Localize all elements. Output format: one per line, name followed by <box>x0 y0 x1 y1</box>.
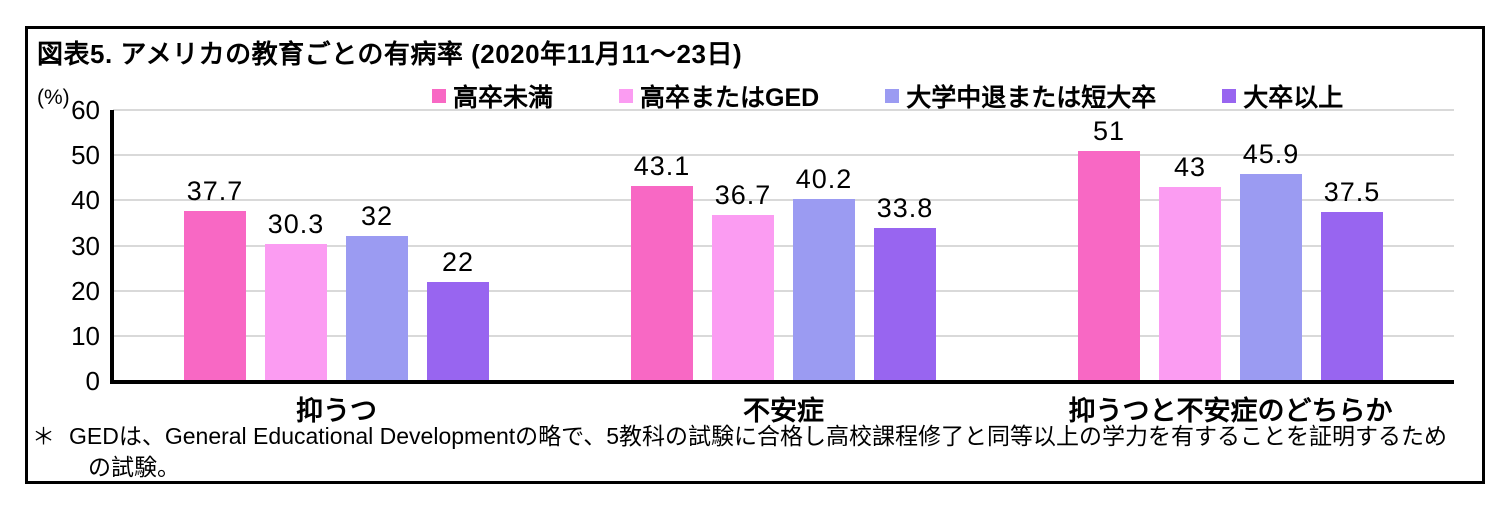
bar-column-s1-c2: 43.1 <box>631 110 693 381</box>
x-axis-category-labels: 抑うつ 不安症 抑うつと不安症のどちらか <box>113 389 1454 426</box>
bar-group-1: 37.7 30.3 32 22 <box>113 110 560 381</box>
legend-item-1: 高卒未満 <box>432 78 553 114</box>
y-tick-label-20: 20 <box>71 275 100 306</box>
plot-area: 37.7 30.3 32 22 43.1 36.7 40.2 33.8 51 43 45.9 37.5 <box>110 109 1454 384</box>
bar-value-label: 36.7 <box>714 180 772 211</box>
bar-高卒未満-抑うつと不安症のどちらか <box>1078 150 1140 381</box>
bar-value-label: 30.3 <box>267 209 325 240</box>
bar-value-label: 32 <box>360 201 394 232</box>
bar-高卒またはGED-抑うつ <box>265 244 327 381</box>
legend-swatch-icon <box>1222 89 1237 103</box>
bar-value-label: 45.9 <box>1242 138 1300 169</box>
legend: 高卒未満 高卒またはGED 大学中退または短大卒 大卒以上 <box>432 78 1343 114</box>
chart-title: 図表5. アメリカの教育ごとの有病率 (2020年11月11～23日) <box>37 39 743 69</box>
y-tick-label-40: 40 <box>71 185 100 216</box>
bar-大卒以上-抑うつ <box>427 281 489 381</box>
y-tick-label-0: 0 <box>85 366 100 396</box>
legend-swatch-icon <box>885 89 900 103</box>
bar-group-3: 51 43 45.9 37.5 <box>1007 110 1454 381</box>
gridline-60 <box>113 109 1454 111</box>
bar-高卒またはGED-不安症 <box>712 215 774 381</box>
y-tick-label-50: 50 <box>71 140 100 171</box>
legend-item-2: 高卒またはGED <box>619 78 819 114</box>
legend-label: 高卒またはGED <box>640 84 820 112</box>
y-axis-line <box>110 110 114 384</box>
bar-column-s3-c3: 45.9 <box>1240 110 1302 381</box>
bar-value-label: 40.2 <box>795 164 853 195</box>
bar-column-s2-c2: 36.7 <box>712 110 774 381</box>
chart-frame: 図表5. アメリカの教育ごとの有病率 (2020年11月11～23日) 高卒未満… <box>25 26 1485 484</box>
y-axis-unit-label: (%) <box>37 86 70 109</box>
bar-column-s1-c3: 51 <box>1078 110 1140 381</box>
gridline-30 <box>113 244 1454 247</box>
gridline-50 <box>113 154 1454 157</box>
bar-column-s4-c1: 22 <box>427 110 489 381</box>
gridline-20 <box>113 289 1454 292</box>
bar-value-label: 51 <box>1092 115 1126 146</box>
bar-高卒未満-抑うつ <box>184 210 246 381</box>
bar-value-label: 43 <box>1173 151 1207 182</box>
legend-swatch-icon <box>619 89 634 103</box>
bar-value-label: 37.7 <box>186 175 244 206</box>
y-tick-label-10: 10 <box>71 320 100 351</box>
legend-swatch-icon <box>432 89 446 103</box>
bar-group-2: 43.1 36.7 40.2 33.8 <box>560 110 1007 381</box>
bar-高卒またはGED-抑うつと不安症のどちらか <box>1159 186 1221 381</box>
x-category-label-3: 抑うつと不安症のどちらか <box>1068 396 1393 426</box>
legend-item-4: 大卒以上 <box>1222 78 1343 114</box>
x-category-label-2: 不安症 <box>743 396 824 426</box>
bar-column-s4-c2: 33.8 <box>874 110 936 381</box>
footnote-text: GEDは、General Educational Developmentの略で、… <box>69 423 1448 480</box>
gridline-10 <box>113 334 1454 337</box>
gridline-40 <box>113 199 1454 202</box>
bar-高卒未満-不安症 <box>631 186 693 381</box>
bar-column-s1-c1: 37.7 <box>184 110 246 381</box>
legend-label: 大学中退または短大卒 <box>906 84 1157 112</box>
bar-column-s3-c2: 40.2 <box>793 110 855 381</box>
bar-column-s4-c3: 37.5 <box>1321 110 1383 381</box>
bar-value-label: 37.5 <box>1323 176 1381 207</box>
x-category-label-1: 抑うつ <box>296 396 377 426</box>
y-tick-label-60: 60 <box>71 95 100 125</box>
bar-column-s2-c3: 43 <box>1159 110 1221 381</box>
bar-大学中退または短大卒-抑うつ <box>346 236 408 381</box>
bar-大卒以上-不安症 <box>874 228 936 381</box>
bar-大卒以上-抑うつと不安症のどちらか <box>1321 211 1383 381</box>
bar-大学中退または短大卒-不安症 <box>793 199 855 381</box>
bar-value-label: 33.8 <box>876 193 934 224</box>
bar-大学中退または短大卒-抑うつと不安症のどちらか <box>1240 173 1302 381</box>
footnote-marker: ＊ <box>32 423 55 449</box>
x-axis-line <box>110 380 1454 384</box>
bar-column-s2-c1: 30.3 <box>265 110 327 381</box>
y-tick-label-30: 30 <box>71 230 100 261</box>
legend-item-3: 大学中退または短大卒 <box>885 78 1156 114</box>
footnote: ＊ GEDは、General Educational Developmentの略で… <box>32 421 1464 483</box>
bar-value-label: 22 <box>441 246 475 277</box>
bar-value-label: 43.1 <box>633 151 691 182</box>
y-axis-ticks: 0 10 20 30 40 50 60 <box>28 97 100 394</box>
bar-column-s3-c1: 32 <box>346 110 408 381</box>
legend-label: 高卒未満 <box>453 84 554 112</box>
legend-label: 大卒以上 <box>1243 84 1344 112</box>
